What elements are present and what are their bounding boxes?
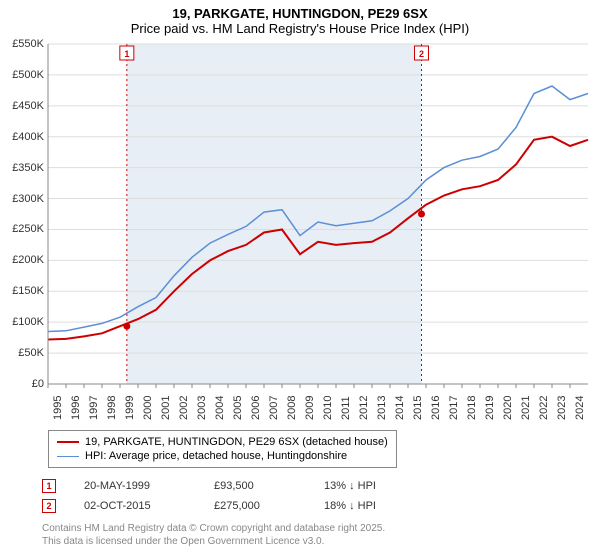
y-tick-label: £500K (2, 69, 44, 81)
x-tick-label: 2003 (196, 396, 208, 420)
x-tick-label: 2020 (502, 396, 514, 420)
chart-svg: 12 (48, 44, 588, 384)
x-tick-label: 2001 (160, 396, 172, 420)
legend-label: HPI: Average price, detached house, Hunt… (85, 450, 347, 462)
x-tick-label: 2012 (358, 396, 370, 420)
y-tick-label: £0 (2, 378, 44, 390)
y-tick-label: £550K (2, 38, 44, 50)
x-axis-labels: 1995 1996 1997 1998 1999 2000 2001 2002 2003 2004… (48, 386, 588, 426)
x-tick-label: 1998 (106, 396, 118, 420)
chart-container: 19, PARKGATE, HUNTINGDON, PE29 6SX Price… (0, 0, 600, 560)
y-tick-label: £400K (2, 131, 44, 143)
x-tick-label: 1999 (124, 396, 136, 420)
legend-item: HPI: Average price, detached house, Hunt… (57, 449, 388, 463)
x-tick-label: 1995 (52, 396, 64, 420)
x-tick-label: 2015 (412, 396, 424, 420)
marker-price: £275,000 (214, 500, 324, 512)
x-tick-label: 2000 (142, 396, 154, 420)
shaded-band (127, 44, 422, 384)
x-tick-label: 2006 (250, 396, 262, 420)
marker-dot (418, 211, 425, 218)
attribution-line1: Contains HM Land Registry data © Crown c… (42, 522, 385, 535)
attribution-line2: This data is licensed under the Open Gov… (42, 535, 385, 548)
attribution: Contains HM Land Registry data © Crown c… (42, 522, 385, 548)
marker-flag-label: 1 (124, 49, 129, 59)
marker-flag-label: 2 (419, 49, 424, 59)
x-tick-label: 2024 (574, 396, 586, 420)
marker-row: 1 20-MAY-1999£93,50013% ↓ HPI (42, 476, 444, 496)
x-tick-label: 2021 (520, 396, 532, 420)
marker-pct: 18% ↓ HPI (324, 500, 444, 512)
x-tick-label: 2008 (286, 396, 298, 420)
x-tick-label: 2005 (232, 396, 244, 420)
legend-item: 19, PARKGATE, HUNTINGDON, PE29 6SX (deta… (57, 435, 388, 449)
legend-label: 19, PARKGATE, HUNTINGDON, PE29 6SX (deta… (85, 436, 388, 448)
x-tick-label: 2011 (340, 396, 352, 420)
marker-date: 02-OCT-2015 (84, 500, 214, 512)
chart-plot-area: 12 (48, 44, 588, 384)
x-tick-label: 2002 (178, 396, 190, 420)
x-tick-label: 2016 (430, 396, 442, 420)
y-tick-label: £100K (2, 316, 44, 328)
y-tick-label: £350K (2, 162, 44, 174)
marker-number: 2 (42, 499, 56, 513)
x-tick-label: 2018 (466, 396, 478, 420)
y-tick-label: £450K (2, 100, 44, 112)
chart-subtitle: Price paid vs. HM Land Registry's House … (0, 21, 600, 36)
x-tick-label: 2014 (394, 396, 406, 420)
y-tick-label: £250K (2, 223, 44, 235)
y-tick-label: £50K (2, 347, 44, 359)
x-tick-label: 1997 (88, 396, 100, 420)
x-tick-label: 1996 (70, 396, 82, 420)
x-tick-label: 2017 (448, 396, 460, 420)
x-tick-label: 2023 (556, 396, 568, 420)
title-block: 19, PARKGATE, HUNTINGDON, PE29 6SX Price… (0, 0, 600, 38)
marker-price: £93,500 (214, 480, 324, 492)
legend: 19, PARKGATE, HUNTINGDON, PE29 6SX (deta… (48, 430, 397, 468)
marker-date: 20-MAY-1999 (84, 480, 214, 492)
marker-row: 2 02-OCT-2015£275,00018% ↓ HPI (42, 496, 444, 516)
legend-swatch (57, 441, 79, 443)
y-tick-label: £200K (2, 254, 44, 266)
marker-number: 1 (42, 479, 56, 493)
x-tick-label: 2022 (538, 396, 550, 420)
x-tick-label: 2019 (484, 396, 496, 420)
legend-swatch (57, 456, 79, 457)
x-tick-label: 2010 (322, 396, 334, 420)
chart-title: 19, PARKGATE, HUNTINGDON, PE29 6SX (0, 6, 600, 21)
y-tick-label: £300K (2, 193, 44, 205)
marker-table: 1 20-MAY-1999£93,50013% ↓ HPI 2 02-OCT-2015… (42, 476, 444, 516)
x-tick-label: 2004 (214, 396, 226, 420)
marker-pct: 13% ↓ HPI (324, 480, 444, 492)
x-tick-label: 2013 (376, 396, 388, 420)
x-tick-label: 2007 (268, 396, 280, 420)
x-tick-label: 2009 (304, 396, 316, 420)
y-tick-label: £150K (2, 285, 44, 297)
